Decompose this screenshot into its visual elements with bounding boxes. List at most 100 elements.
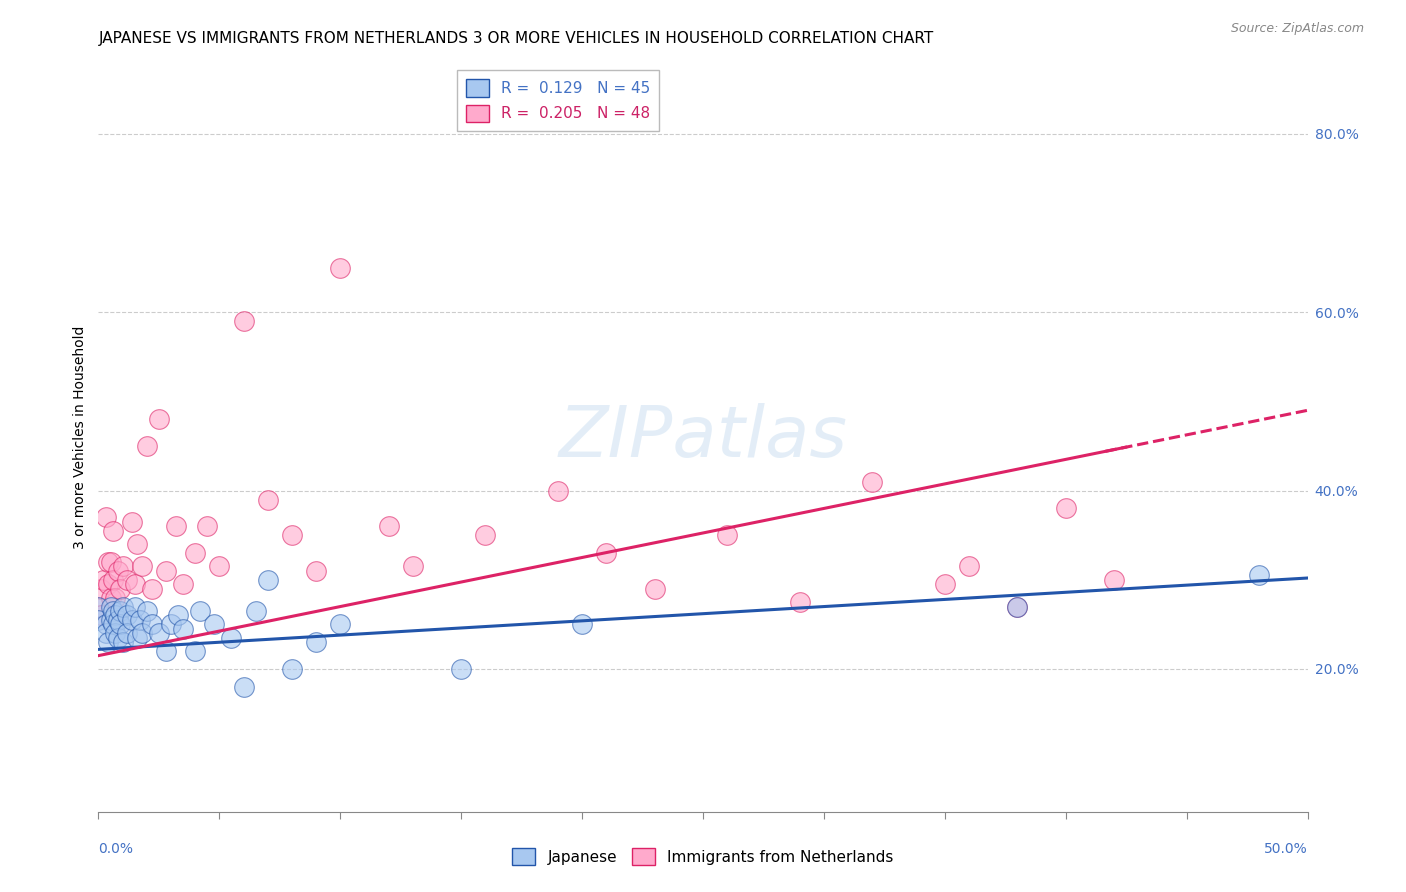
Point: [97, 635, 120, 649]
Point: [571, 617, 593, 632]
Point: [172, 622, 194, 636]
Point: [1007, 599, 1029, 614]
Point: [94, 626, 117, 640]
Point: [232, 680, 254, 694]
Point: [100, 599, 122, 614]
Point: [141, 617, 163, 632]
Point: [108, 582, 131, 596]
Point: [329, 617, 352, 632]
Point: [124, 599, 146, 614]
Point: [595, 546, 617, 560]
Point: [127, 537, 149, 551]
Point: [104, 626, 127, 640]
Point: [934, 577, 956, 591]
Point: [644, 582, 666, 596]
Point: [377, 519, 399, 533]
Point: [1102, 573, 1125, 587]
Point: [91, 573, 114, 587]
Point: [107, 631, 129, 645]
Point: [184, 546, 207, 560]
Y-axis label: 3 or more Vehicles in Household: 3 or more Vehicles in Household: [73, 326, 87, 549]
Point: [1249, 568, 1271, 582]
Point: [221, 631, 243, 645]
Point: [547, 483, 569, 498]
Point: [172, 577, 194, 591]
Point: [281, 662, 304, 676]
Point: [121, 515, 143, 529]
Point: [245, 604, 267, 618]
Point: [716, 528, 738, 542]
Point: [957, 559, 980, 574]
Point: [305, 564, 328, 578]
Text: JAPANESE VS IMMIGRANTS FROM NETHERLANDS 3 OR MORE VEHICLES IN HOUSEHOLD CORRELAT: JAPANESE VS IMMIGRANTS FROM NETHERLANDS …: [98, 31, 934, 46]
Point: [107, 564, 129, 578]
Point: [108, 617, 131, 632]
Point: [87, 599, 110, 614]
Point: [329, 260, 352, 275]
Point: [789, 595, 811, 609]
Text: 50.0%: 50.0%: [1264, 842, 1308, 856]
Point: [474, 528, 496, 542]
Point: [131, 626, 153, 640]
Point: [100, 613, 122, 627]
Point: [90, 608, 112, 623]
Point: [111, 599, 134, 614]
Point: [256, 573, 278, 587]
Point: [128, 613, 150, 627]
Point: [117, 573, 139, 587]
Point: [208, 559, 231, 574]
Point: [117, 626, 139, 640]
Point: [256, 492, 278, 507]
Point: [167, 608, 190, 623]
Point: [101, 524, 124, 538]
Point: [165, 519, 187, 533]
Point: [195, 519, 218, 533]
Point: [104, 591, 127, 605]
Point: [1007, 599, 1029, 614]
Point: [111, 559, 134, 574]
Point: [111, 635, 134, 649]
Point: [155, 644, 177, 658]
Point: [101, 617, 124, 632]
Point: [97, 555, 120, 569]
Point: [101, 604, 124, 618]
Point: [124, 577, 146, 591]
Point: [148, 626, 170, 640]
Point: [155, 564, 177, 578]
Point: [184, 644, 207, 658]
Text: ZIPatlas: ZIPatlas: [558, 402, 848, 472]
Text: Source: ZipAtlas.com: Source: ZipAtlas.com: [1230, 22, 1364, 36]
Point: [1054, 501, 1077, 516]
Point: [148, 412, 170, 426]
Text: 0.0%: 0.0%: [98, 842, 134, 856]
Point: [860, 475, 883, 489]
Point: [402, 559, 425, 574]
Point: [204, 617, 226, 632]
Point: [121, 613, 143, 627]
Point: [100, 555, 122, 569]
Point: [281, 528, 304, 542]
Point: [107, 613, 129, 627]
Point: [90, 582, 112, 596]
Point: [160, 617, 183, 632]
Point: [117, 608, 139, 623]
Point: [97, 577, 120, 591]
Legend: Japanese, Immigrants from Netherlands: Japanese, Immigrants from Netherlands: [506, 842, 900, 871]
Point: [94, 617, 117, 632]
Point: [101, 573, 124, 587]
Point: [127, 631, 149, 645]
Point: [87, 613, 110, 627]
Point: [305, 635, 328, 649]
Point: [188, 604, 211, 618]
Point: [450, 662, 472, 676]
Point: [94, 510, 117, 524]
Point: [87, 599, 110, 614]
Point: [131, 559, 153, 574]
Point: [135, 604, 157, 618]
Point: [232, 314, 254, 328]
Point: [104, 608, 127, 623]
Point: [108, 604, 131, 618]
Point: [135, 439, 157, 453]
Point: [141, 582, 163, 596]
Point: [100, 591, 122, 605]
